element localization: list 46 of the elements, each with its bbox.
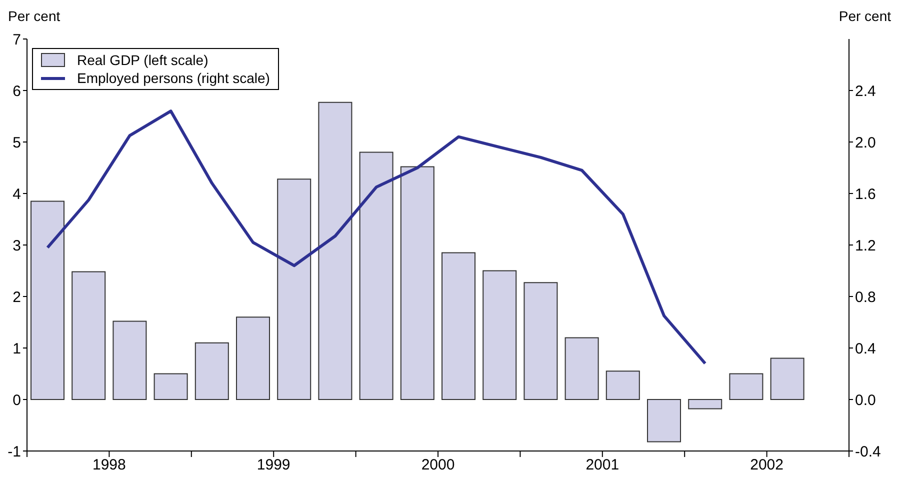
bar — [72, 271, 106, 400]
x-tick-label: 2001 — [586, 456, 620, 474]
x-tick-label: 2002 — [750, 456, 784, 474]
bar — [400, 166, 434, 400]
y2-tick-label: 1.6 — [855, 186, 876, 203]
legend-label: Real GDP (left scale) — [77, 51, 208, 69]
line-series — [46, 110, 707, 365]
bar — [154, 373, 188, 400]
y-tick-label: 2 — [12, 288, 21, 306]
bar — [194, 342, 229, 400]
x-tick-label: 1999 — [256, 456, 290, 474]
x-tick-label: 2000 — [421, 456, 455, 474]
x-tick-label: 1998 — [92, 456, 126, 474]
bar — [564, 337, 599, 400]
bar — [482, 270, 517, 400]
bar — [112, 320, 147, 400]
y2-axis-title: Per cent — [838, 8, 891, 24]
bar — [318, 102, 352, 400]
y-tick-label: 6 — [12, 82, 21, 100]
y-axis-title: Per cent — [8, 8, 60, 24]
bar — [359, 152, 394, 400]
bar — [647, 399, 681, 442]
y-tick-label: 0 — [12, 392, 21, 409]
bar — [30, 200, 64, 400]
legend-label: Employed persons (right scale) — [77, 69, 270, 87]
bar — [688, 399, 722, 410]
bar — [524, 282, 558, 400]
y2-tick-label: 0.4 — [855, 340, 876, 358]
bar — [606, 370, 640, 400]
bar — [770, 358, 804, 400]
bar — [277, 178, 312, 400]
y2-tick-label: 2.4 — [855, 82, 876, 100]
y-tick-label: 1 — [12, 340, 21, 358]
y-tick-label: 7 — [12, 31, 21, 48]
y-tick-label: 5 — [12, 134, 21, 152]
y2-tick-label: 2.0 — [855, 134, 876, 152]
y-tick-label: 3 — [12, 237, 21, 254]
bar — [236, 316, 270, 400]
bar — [442, 252, 476, 400]
y2-tick-label: 0.8 — [855, 288, 876, 306]
y2-tick-label: 1.2 — [855, 237, 876, 254]
y2-tick-label: -0.4 — [855, 443, 881, 460]
y-tick-label: -1 — [8, 443, 21, 460]
y-tick-label: 4 — [12, 186, 21, 203]
y2-tick-label: 0.0 — [855, 392, 876, 409]
bar — [729, 373, 764, 400]
